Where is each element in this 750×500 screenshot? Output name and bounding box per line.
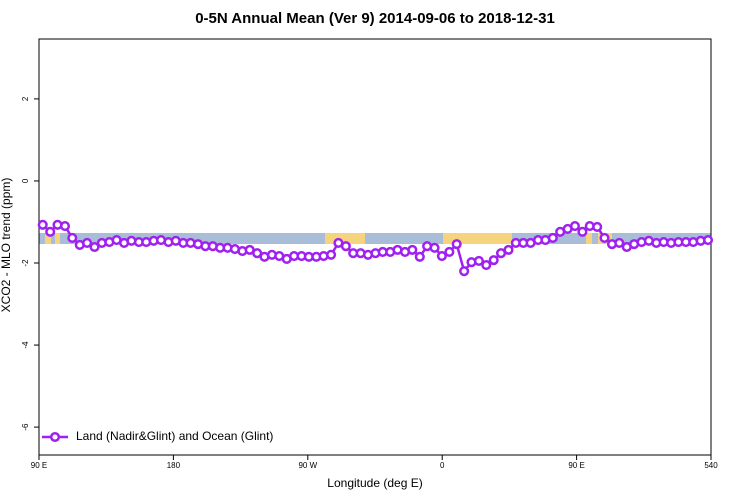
point	[547, 232, 558, 244]
x-tick-label: 0	[440, 461, 445, 470]
point	[599, 232, 610, 244]
point	[326, 249, 337, 260]
x-tick-label: 90 E	[31, 461, 47, 470]
point	[473, 255, 484, 266]
y-tick-label: -4	[21, 341, 30, 349]
y-tick-label: 2	[21, 96, 30, 101]
series-line	[41, 223, 709, 274]
point	[444, 246, 455, 257]
point	[592, 221, 603, 232]
point	[569, 221, 581, 232]
x-axis-label: Longitude (deg E)	[327, 476, 422, 490]
point	[429, 242, 440, 253]
point	[459, 266, 470, 277]
y-tick-label: -6	[21, 423, 30, 431]
point	[414, 251, 425, 262]
point	[89, 241, 100, 253]
point	[45, 226, 56, 237]
legend-marker	[49, 431, 61, 443]
legend-label: Land (Nadir&Glint) and Ocean (Glint)	[76, 429, 273, 443]
point	[59, 221, 71, 232]
point	[488, 255, 499, 266]
point	[451, 239, 462, 250]
point	[702, 234, 714, 246]
point	[67, 232, 78, 244]
point	[481, 260, 492, 271]
y-tick-label: -2	[21, 259, 30, 267]
point	[252, 248, 263, 259]
x-tick-label: 90 W	[298, 461, 317, 470]
point	[340, 241, 351, 252]
chart-title: 0-5N Annual Mean (Ver 9) 2014-09-06 to 2…	[195, 10, 555, 27]
plot-frame	[38, 38, 712, 456]
point	[82, 237, 93, 248]
y-axis-label: XCO2 - MLO trend (ppm)	[0, 178, 13, 313]
point	[577, 226, 588, 237]
point	[37, 219, 48, 230]
point	[436, 250, 447, 262]
x-tick-label: 180	[167, 461, 181, 470]
y-tick-label: 0	[21, 178, 30, 183]
point	[614, 237, 625, 248]
point	[407, 244, 418, 255]
point	[503, 244, 514, 255]
x-tick-label: 540	[704, 461, 718, 470]
x-tick-label: 90 E	[568, 461, 584, 470]
